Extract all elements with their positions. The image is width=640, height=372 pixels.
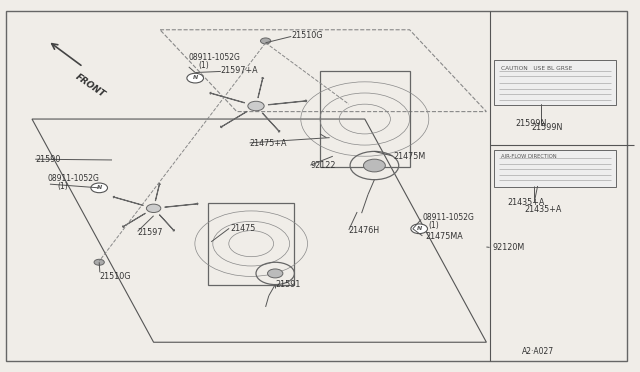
FancyArrowPatch shape [210, 92, 244, 103]
Text: 92120M: 92120M [493, 243, 525, 252]
Text: 21591: 21591 [275, 280, 301, 289]
Text: (1): (1) [58, 182, 68, 190]
Circle shape [248, 101, 264, 111]
Text: 21475: 21475 [230, 224, 256, 233]
Text: 21435+A: 21435+A [508, 198, 545, 207]
FancyArrowPatch shape [165, 203, 198, 207]
Text: N: N [97, 185, 102, 190]
Text: N: N [193, 75, 198, 80]
Circle shape [260, 38, 271, 44]
Text: 21510G: 21510G [99, 272, 131, 280]
Text: 21510G: 21510G [291, 31, 323, 40]
Text: (1): (1) [429, 221, 440, 230]
Text: 21599N: 21599N [515, 119, 547, 128]
FancyArrowPatch shape [156, 183, 161, 201]
Text: 21476H: 21476H [349, 226, 380, 235]
FancyArrowPatch shape [221, 111, 247, 128]
Circle shape [94, 259, 104, 265]
Circle shape [187, 73, 204, 83]
Text: (1): (1) [198, 61, 209, 70]
FancyArrowPatch shape [123, 213, 145, 227]
Text: CAUTION   USE BL GRSE: CAUTION USE BL GRSE [501, 66, 573, 71]
FancyArrowPatch shape [258, 77, 264, 98]
Circle shape [364, 159, 385, 172]
Text: 21475+A: 21475+A [250, 139, 287, 148]
Circle shape [147, 204, 161, 212]
Text: 21475MA: 21475MA [426, 232, 463, 241]
Text: N: N [417, 225, 422, 231]
Text: 08911-1052G: 08911-1052G [422, 213, 474, 222]
Text: 92122: 92122 [310, 161, 336, 170]
Text: 08911-1052G: 08911-1052G [189, 53, 241, 62]
FancyArrowPatch shape [262, 113, 280, 132]
FancyArrowPatch shape [113, 196, 143, 205]
Text: 21475M: 21475M [394, 152, 426, 161]
Circle shape [411, 224, 428, 234]
Text: 21597+A: 21597+A [221, 66, 259, 75]
Text: A2·A027: A2·A027 [522, 347, 554, 356]
Text: 21435+A: 21435+A [525, 205, 562, 214]
FancyBboxPatch shape [494, 60, 616, 105]
Text: 21590: 21590 [35, 155, 61, 164]
Text: FRONT: FRONT [74, 73, 107, 100]
Text: 08911-1052G: 08911-1052G [48, 174, 100, 183]
Text: 21599N: 21599N [531, 123, 563, 132]
Text: 21597: 21597 [138, 228, 163, 237]
FancyArrowPatch shape [268, 100, 307, 105]
Text: AIR-FLOW DIRECTION: AIR-FLOW DIRECTION [501, 154, 557, 159]
Circle shape [268, 269, 283, 278]
FancyBboxPatch shape [494, 150, 616, 187]
FancyArrowPatch shape [159, 215, 174, 231]
Circle shape [91, 183, 108, 193]
